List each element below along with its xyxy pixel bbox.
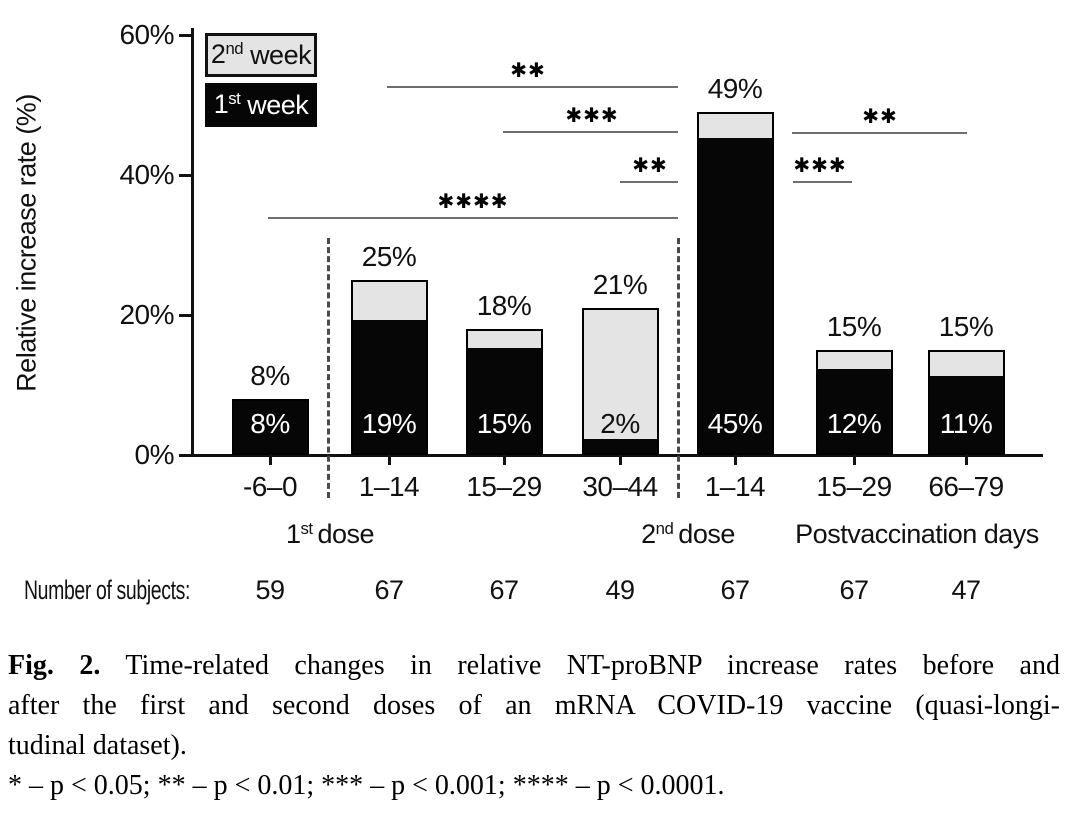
category-label: 1–14 [358, 471, 420, 502]
bar-total-label: 18% [476, 290, 532, 321]
bar [231, 399, 309, 455]
caption-line-1-text: Time-related changes in relative NT-proB… [125, 650, 1060, 681]
significance-line [387, 86, 678, 88]
subject-count: 67 [489, 575, 519, 605]
category-label: 66–79 [928, 471, 1004, 502]
x-axis [191, 454, 1043, 457]
bar-inner-label: 45% [707, 408, 763, 439]
subject-count: 47 [951, 575, 981, 605]
y-tick [179, 174, 192, 177]
y-tick-label: 0% [134, 439, 175, 470]
legend-item-1st-week: 1st week [205, 83, 317, 127]
bar [581, 308, 659, 455]
bar-inner-label: 12% [826, 408, 882, 439]
significance-line [503, 131, 678, 133]
category-label: -6–0 [242, 471, 298, 502]
bar [815, 350, 893, 455]
group-label-postvaccination-days: Postvaccination days [795, 519, 1039, 549]
subject-count: 59 [255, 575, 285, 605]
x-tick [269, 454, 272, 465]
significance-line [620, 181, 678, 183]
subject-count: 49 [605, 575, 635, 605]
y-tick-label: 20% [119, 299, 174, 330]
significance-stars: ✱✱ [632, 155, 668, 177]
x-tick [619, 454, 622, 465]
bar-1st-week-segment [352, 320, 426, 453]
category-label: 15–29 [816, 471, 892, 502]
bar-inner-label: 15% [476, 408, 532, 439]
significance-line [268, 217, 678, 219]
x-tick [503, 454, 506, 465]
bar-1st-week-segment [583, 439, 657, 453]
group-label-1st-dose: 1st dose [285, 519, 375, 550]
y-tick [179, 34, 192, 37]
y-tick [179, 454, 192, 457]
bar-inner-label: 11% [939, 408, 993, 439]
significance-stars: ✱✱ [510, 60, 546, 82]
bar-inner-label: 8% [250, 408, 290, 439]
significance-stars: ✱✱✱ [793, 155, 847, 177]
y-tick-label: 40% [119, 159, 174, 190]
bar-1st-week-segment [467, 348, 541, 453]
category-label: 1–14 [704, 471, 766, 502]
legend-item-2nd-week: 2nd week [205, 33, 317, 77]
significance-line [793, 181, 852, 183]
y-axis [191, 28, 194, 457]
significance-stars: ✱✱✱ [565, 105, 619, 127]
x-tick [965, 454, 968, 465]
dose-separator-dashed-line [327, 238, 330, 498]
x-tick [853, 454, 856, 465]
figure-caption: Fig. 2. Time-related changes in relative… [8, 646, 1060, 806]
significance-line [792, 132, 967, 134]
bar-inner-label: 19% [361, 408, 417, 439]
subject-count: 67 [720, 575, 750, 605]
legend-2nd-week-label: 2nd week [210, 39, 312, 70]
bar-1st-week-segment [698, 138, 772, 453]
y-tick [179, 314, 192, 317]
x-tick [388, 454, 391, 465]
bar [696, 112, 774, 455]
y-tick-label: 60% [119, 19, 174, 50]
bar-total-label: 49% [707, 73, 763, 104]
bar-total-label: 15% [938, 311, 994, 342]
subjects-row-label: Number of subjects: [24, 575, 191, 605]
group-label-2nd-dose: 2nd dose [641, 519, 735, 550]
bar-1st-week-segment [929, 376, 1003, 453]
bar-inner-label: 2% [600, 408, 640, 439]
chart-area: 0% 20% 40% 60% 8% 8% -6–0 59 25% 19% 1–14 67 18% 15% 1… [119, 19, 1043, 605]
subject-count: 67 [839, 575, 869, 605]
caption-line-1: Fig. 2. Time-related changes in relative… [8, 646, 1060, 686]
subject-count: 67 [374, 575, 404, 605]
caption-line-3: tudinal dataset). [8, 730, 187, 761]
category-label: 30–44 [582, 471, 658, 502]
bar-1st-week-segment [817, 369, 891, 453]
y-axis-title: Relative increase rate (%) [11, 94, 42, 392]
bar [350, 280, 428, 455]
caption-line-2: after the first and second doses of an m… [8, 690, 1060, 721]
significance-stars: ✱✱✱✱ [437, 191, 509, 213]
bar-total-label: 25% [361, 241, 417, 272]
bar [927, 350, 1005, 455]
caption-fig-label: Fig. 2. [8, 650, 101, 681]
significance-stars: ✱✱ [862, 106, 898, 128]
legend: 2nd week 1st week [205, 33, 317, 127]
bar-total-label: 21% [592, 269, 648, 300]
dose-separator-dashed-line [677, 238, 680, 498]
legend-1st-week-label: 1st week [213, 89, 309, 120]
bar-1st-week-segment [233, 401, 307, 453]
caption-significance-key: * – p < 0.05; ** – p < 0.01; *** – p < 0… [8, 770, 725, 801]
category-label: 15–29 [466, 471, 542, 502]
x-tick [734, 454, 737, 465]
bar-total-label: 15% [826, 311, 882, 342]
bar-total-label: 8% [250, 360, 290, 391]
bar [465, 329, 543, 455]
